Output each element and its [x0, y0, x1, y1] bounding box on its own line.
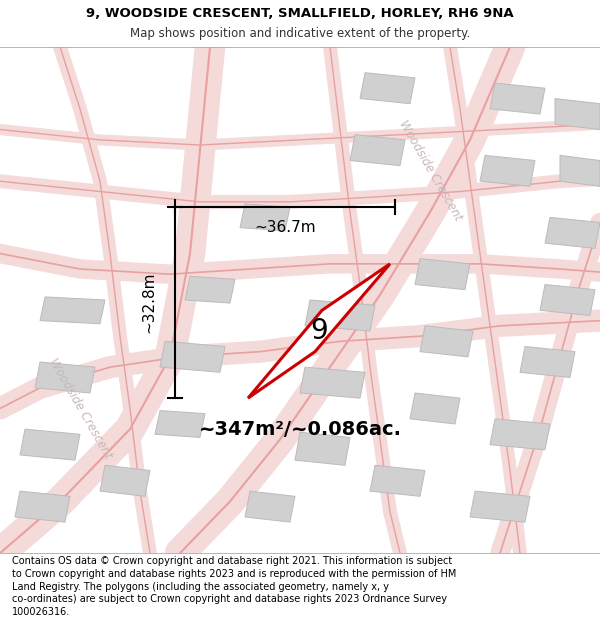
Polygon shape	[245, 491, 295, 522]
Polygon shape	[160, 341, 225, 372]
Text: 9, WOODSIDE CRESCENT, SMALLFIELD, HORLEY, RH6 9NA: 9, WOODSIDE CRESCENT, SMALLFIELD, HORLEY…	[86, 7, 514, 19]
Polygon shape	[545, 217, 600, 248]
Polygon shape	[20, 429, 80, 460]
Text: Woodside Crescent: Woodside Crescent	[46, 356, 114, 461]
Polygon shape	[240, 204, 290, 231]
Text: Woodside Crescent: Woodside Crescent	[396, 118, 464, 223]
Polygon shape	[490, 83, 545, 114]
Polygon shape	[35, 362, 95, 393]
Text: Contains OS data © Crown copyright and database right 2021. This information is : Contains OS data © Crown copyright and d…	[12, 556, 457, 618]
Polygon shape	[305, 300, 375, 331]
Polygon shape	[480, 156, 535, 186]
Polygon shape	[420, 326, 473, 357]
Text: ~347m²/~0.086ac.: ~347m²/~0.086ac.	[199, 419, 401, 439]
Polygon shape	[350, 135, 405, 166]
Polygon shape	[295, 432, 350, 465]
Polygon shape	[360, 72, 415, 104]
Polygon shape	[490, 419, 550, 450]
Text: 9: 9	[310, 317, 328, 345]
Polygon shape	[540, 284, 595, 316]
Polygon shape	[185, 276, 235, 303]
Polygon shape	[520, 346, 575, 378]
Polygon shape	[470, 491, 530, 522]
Polygon shape	[300, 367, 365, 398]
Text: ~32.8m: ~32.8m	[142, 272, 157, 333]
Polygon shape	[15, 491, 70, 522]
Polygon shape	[100, 465, 150, 496]
Polygon shape	[415, 259, 470, 289]
Polygon shape	[410, 393, 460, 424]
Polygon shape	[248, 264, 390, 398]
Polygon shape	[40, 297, 105, 324]
Polygon shape	[370, 465, 425, 496]
Polygon shape	[560, 156, 600, 186]
Polygon shape	[155, 411, 205, 437]
Polygon shape	[555, 99, 600, 129]
Text: Map shows position and indicative extent of the property.: Map shows position and indicative extent…	[130, 28, 470, 40]
Text: ~36.7m: ~36.7m	[254, 220, 316, 235]
